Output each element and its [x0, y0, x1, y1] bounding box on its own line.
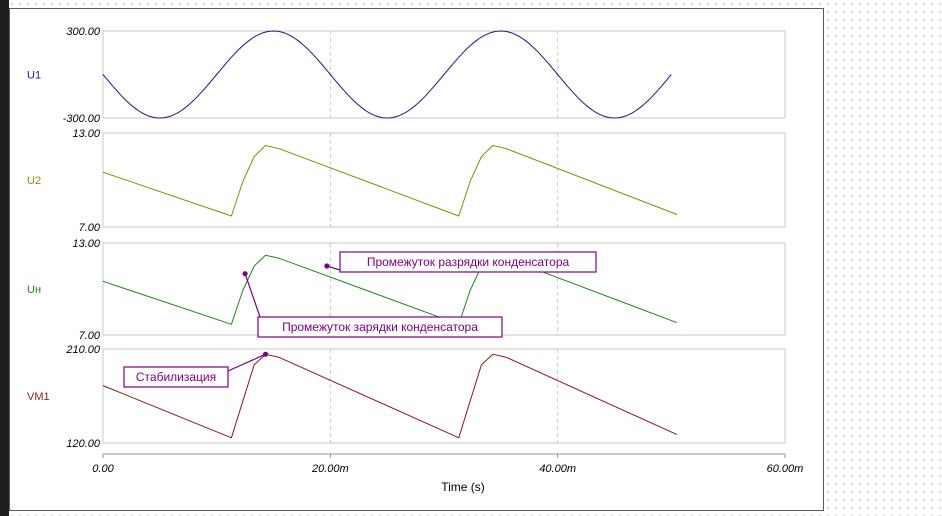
- annotation-text-1: Промежуток зарядки конденсатора: [282, 320, 478, 334]
- channel-label-U1: U1: [27, 70, 41, 82]
- annotation-arrowhead-0: [324, 263, 330, 269]
- annotation-2: Стабилизация: [123, 351, 269, 388]
- panel-frame-1: [102, 132, 786, 228]
- annotation-box-1: [257, 316, 503, 338]
- plot-panel: 300.00 -300.00 U1 13.00 7.00 U2 13.00 7.00 Uн 210…: [9, 8, 824, 511]
- series-line-U1: [102, 30, 672, 119]
- annotation-1: Промежуток зарядки конденсатора: [242, 271, 503, 338]
- ytick-bottom-1: 7.00: [79, 222, 101, 234]
- annotation-0: Промежуток разрядки конденсатора: [324, 251, 597, 273]
- xtick-label-2: 40.00m: [539, 463, 576, 475]
- ytick-top-1: 13.00: [72, 128, 100, 140]
- xtick-label-3: 60.00m: [767, 463, 804, 475]
- annotation-arrowhead-2: [262, 351, 269, 357]
- annotation-text-0: Промежуток разрядки конденсатора: [367, 255, 570, 269]
- ytick-top-0: 300.00: [66, 26, 101, 38]
- channel-label-VM1: VM1: [27, 391, 50, 403]
- ytick-top-2: 13.00: [72, 238, 100, 250]
- panel-frame-3: [102, 348, 786, 444]
- left-edge-bar: [0, 0, 9, 516]
- annotation-box-2: [123, 366, 229, 388]
- series-line-U2: [102, 145, 678, 217]
- annotation-box-0: [339, 251, 597, 273]
- annotation-arrow-2: [227, 353, 266, 372]
- xtick-label-1: 20.00m: [311, 463, 349, 475]
- xtick-label-0: 0.00: [92, 463, 114, 475]
- ytick-bottom-2: 7.00: [79, 330, 101, 342]
- channel-label-Uн: Uн: [27, 284, 41, 296]
- annotation-text-2: Стабилизация: [136, 370, 216, 384]
- ytick-bottom-0: -300.00: [63, 113, 101, 125]
- annotation-arrowhead-1: [242, 271, 248, 277]
- x-axis-title: Time (s): [441, 480, 485, 494]
- series-line-VM1: [102, 353, 678, 439]
- multi-panel-chart: 300.00 -300.00 U1 13.00 7.00 U2 13.00 7.00 Uн 210…: [27, 26, 804, 494]
- channel-label-U2: U2: [27, 175, 41, 187]
- ytick-top-3: 210.00: [65, 344, 101, 356]
- annotation-arrow-1: [244, 273, 261, 318]
- ytick-bottom-3: 120.00: [66, 438, 101, 450]
